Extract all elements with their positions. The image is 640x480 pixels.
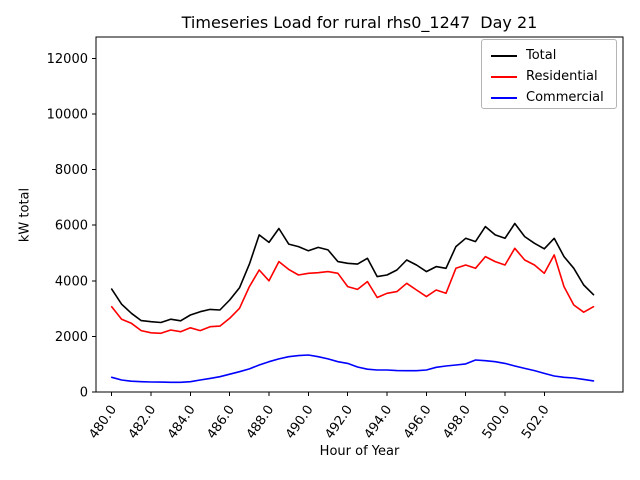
series-line-total	[110, 222, 595, 324]
x-tick-label: 496.0	[401, 403, 435, 442]
residential-line-swatch	[491, 75, 517, 78]
x-tick-label: 490.0	[283, 403, 317, 442]
legend-item-commercial: Commercial	[491, 87, 616, 108]
legend-label: Total	[526, 48, 557, 63]
y-tick-label: 6000	[55, 219, 88, 234]
chart-title: Timeseries Load for rural rhs0_1247 Day …	[181, 13, 538, 32]
x-tick-label: 484.0	[165, 403, 199, 442]
x-tick-label: 486.0	[204, 403, 238, 442]
y-tick-label: 0	[80, 386, 88, 401]
legend-label: Commercial	[526, 90, 604, 105]
x-tick-label: 492.0	[322, 403, 356, 442]
y-tick-label: 12000	[47, 52, 88, 67]
x-tick-label: 494.0	[362, 403, 396, 442]
y-tick-label: 2000	[55, 330, 88, 345]
x-axis-label: Hour of Year	[319, 444, 400, 459]
x-tick-label: 500.0	[480, 403, 514, 442]
legend-label: Residential	[526, 69, 598, 84]
axes-frame	[95, 36, 624, 393]
total-line-swatch	[491, 54, 517, 57]
commercial-line-swatch	[491, 96, 517, 99]
x-tick-label: 488.0	[244, 403, 278, 442]
x-tick-label: 482.0	[126, 403, 160, 442]
x-tick-label: 480.0	[86, 403, 120, 442]
series-line-residential	[110, 247, 595, 335]
y-tick-label: 10000	[47, 108, 88, 123]
x-tick-label: 502.0	[519, 403, 553, 442]
series-line-commercial	[110, 354, 595, 384]
x-tick-label: 498.0	[440, 403, 474, 442]
y-tick-label: 8000	[55, 163, 88, 178]
legend-item-total: Total	[491, 45, 616, 66]
legend-item-residential: Residential	[491, 66, 616, 87]
legend: Total Residential Commercial	[481, 39, 617, 109]
y-tick-label: 4000	[55, 274, 88, 289]
